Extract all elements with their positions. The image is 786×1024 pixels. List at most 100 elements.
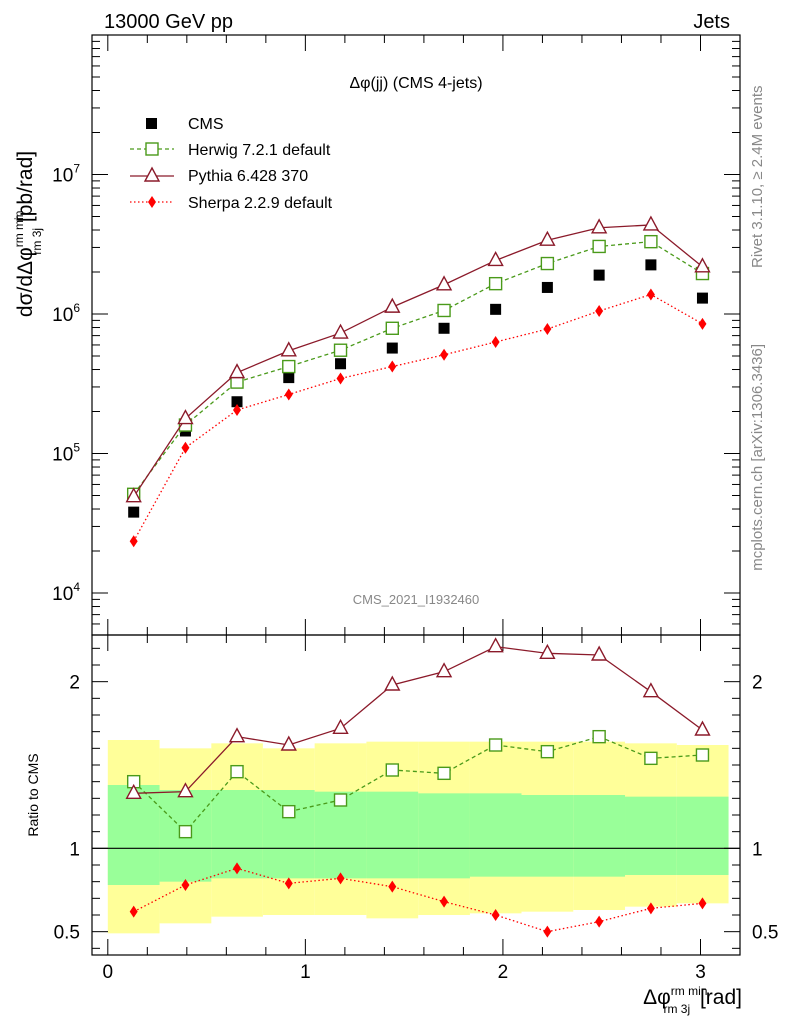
green-band-bin <box>521 795 574 877</box>
legend-entry-cms: CMS <box>146 116 224 133</box>
main-point-cms <box>490 303 502 315</box>
legend-entry-herwig: Herwig 7.2.1 default <box>130 142 331 159</box>
ratio-point-pythia <box>487 637 504 653</box>
main-y-tick-label: 105 <box>52 441 80 466</box>
ratio-point-herwig <box>437 766 451 781</box>
ratio-point-sherpa <box>388 880 397 893</box>
ratio-y-axis-label: Ratio to CMS <box>25 753 41 836</box>
main-point-sherpa <box>543 323 552 336</box>
main-point-cms <box>128 506 140 518</box>
main-point-pythia <box>642 215 660 231</box>
main-y-tick-base: 10 <box>52 305 73 326</box>
ratio-point-pythia <box>642 682 660 698</box>
legend: CMS Herwig 7.2.1 default Pythia 6.428 37… <box>130 116 333 212</box>
main-y-axis-label: dσ/dΔφrm min rm 3j [pb/rad] <box>12 151 44 317</box>
main-point-pythia <box>125 487 142 503</box>
ratio-point-pythia <box>177 782 194 798</box>
x-axis-label: Δφrm min rm 3j [rad] <box>643 984 742 1016</box>
ratio-point-pythia <box>694 720 711 736</box>
ratio-point-sherpa <box>181 879 190 891</box>
main-point-herwig <box>333 343 348 357</box>
main-point-cms <box>593 269 605 281</box>
ratio-point-sherpa <box>336 872 345 885</box>
main-point-herwig <box>437 303 451 318</box>
main-line-pythia <box>133 224 703 498</box>
green-band-bin <box>262 790 315 879</box>
main-point-sherpa <box>129 535 138 548</box>
legend-label-pythia: Pythia 6.428 370 <box>188 168 308 185</box>
ratio-point-herwig <box>488 738 503 752</box>
ratio-point-herwig <box>230 764 244 779</box>
ratio-point-pythia <box>228 727 246 743</box>
main-point-herwig <box>282 359 296 374</box>
ratio-y-tick-label-left: 1 <box>69 839 80 860</box>
x-tick-label: 1 <box>300 962 311 983</box>
green-band-bin <box>107 785 160 885</box>
x-axis-label-sub: rm 3j <box>663 1002 690 1016</box>
ratio-point-pythia <box>332 718 349 735</box>
ratio-point-herwig <box>592 729 606 744</box>
legend-label-cms: CMS <box>188 116 224 133</box>
legend-marker-cms <box>146 118 157 129</box>
ratio-point-herwig <box>282 804 296 819</box>
main-point-herwig <box>385 321 399 335</box>
green-band-bin <box>418 793 470 879</box>
ratio-y-tick-label-right: 1 <box>752 839 763 860</box>
legend-marker-pythia <box>143 166 161 182</box>
main-point-pythia <box>384 297 401 313</box>
ratio-point-sherpa <box>233 862 242 875</box>
main-line-herwig <box>133 241 703 495</box>
x-axis-label-main: Δφ <box>643 986 671 1009</box>
plot-title: Δφ(jj) (CMS 4-jets) <box>349 75 482 92</box>
ratio-point-pythia <box>384 675 401 691</box>
main-y-tick-exp: 7 <box>73 162 80 176</box>
green-band-bin <box>366 791 419 879</box>
green-band-bin <box>676 796 729 875</box>
main-y-tick-exp: 6 <box>73 301 80 315</box>
green-band-bin <box>469 793 522 877</box>
legend-label-sherpa: Sherpa 2.2.9 default <box>188 195 333 212</box>
main-point-herwig <box>592 239 606 254</box>
green-band-bin <box>573 795 626 877</box>
legend-entry-sherpa: Sherpa 2.2.9 default <box>130 195 333 212</box>
ratio-point-herwig <box>695 748 710 762</box>
main-point-sherpa <box>698 317 707 330</box>
ratio-point-sherpa <box>595 915 604 928</box>
legend-marker-herwig <box>145 142 159 156</box>
main-point-cms <box>231 396 243 408</box>
ratio-y-tick-label-right: 2 <box>752 673 763 694</box>
ratio-point-herwig <box>540 744 555 759</box>
ratio-point-pythia <box>435 662 453 678</box>
main-y-axis-label-unit: [pb/rad] <box>14 151 37 228</box>
main-y-tick-label: 106 <box>52 301 80 326</box>
main-point-sherpa <box>440 348 449 361</box>
main-point-sherpa <box>646 288 655 301</box>
source-reference-label: mcplots.cern.ch [arXiv:1306.3436] <box>749 344 766 571</box>
x-tick-label: 0 <box>103 962 114 983</box>
ratio-point-pythia <box>590 645 608 661</box>
energy-label: 13000 GeV pp <box>104 11 233 33</box>
rivet-version-label: Rivet 3.1.10, ≥ 2.4M events <box>749 86 766 269</box>
analysis-watermark: CMS_2021_I1932460 <box>353 592 480 607</box>
main-point-sherpa <box>595 305 604 318</box>
main-point-sherpa <box>336 372 345 385</box>
main-point-cms <box>645 259 657 271</box>
ratio-point-herwig <box>178 824 193 839</box>
ratio-y-tick-label-right: 0.5 <box>752 923 778 944</box>
main-y-axis-label-main: dσ/dΔφ <box>14 247 37 317</box>
ratio-point-sherpa <box>491 909 500 921</box>
main-point-pythia <box>280 341 297 357</box>
main-point-cms <box>283 372 295 384</box>
main-line-sherpa <box>133 293 703 542</box>
main-y-tick-label: 104 <box>52 580 80 605</box>
main-y-tick-exp: 5 <box>73 441 80 455</box>
ratio-line-herwig <box>133 735 703 833</box>
ratio-point-herwig <box>385 763 399 777</box>
main-point-sherpa <box>388 360 397 373</box>
x-axis-label-sup: rm min <box>671 984 708 998</box>
x-tick-label: 3 <box>695 962 706 983</box>
x-tick-label: 2 <box>498 962 509 983</box>
ratio-point-sherpa <box>646 902 655 915</box>
main-point-cms <box>335 358 347 370</box>
ratio-point-sherpa <box>698 897 707 910</box>
